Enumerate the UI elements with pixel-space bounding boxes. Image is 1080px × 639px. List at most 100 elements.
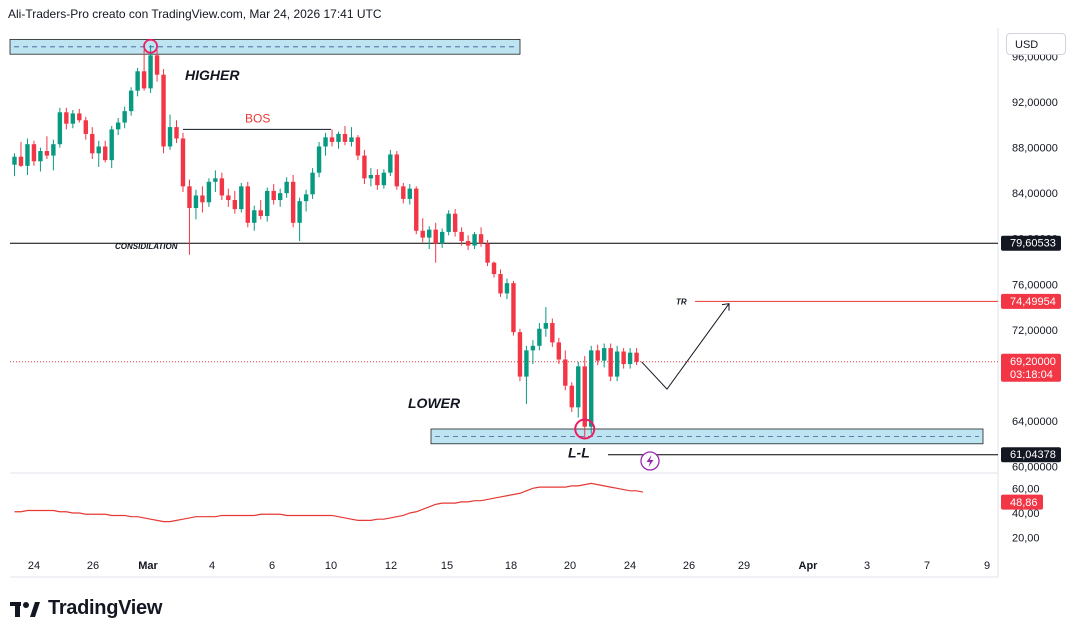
candle-body (517, 332, 523, 377)
projection-arrowhead (721, 303, 730, 311)
candle-body (446, 213, 451, 232)
candle-body (491, 262, 497, 275)
candle-body (213, 178, 218, 182)
candle-body (414, 188, 419, 231)
swing-high-marker (143, 38, 158, 54)
candle-body (537, 328, 542, 346)
candle-body (245, 186, 250, 223)
time-tick-label: Mar (138, 560, 158, 572)
candle-body (342, 133, 348, 142)
time-tick-label: 15 (441, 560, 453, 572)
time-tick-label: 24 (624, 560, 636, 572)
oscillator-line (14, 482, 644, 523)
zone-layer: HIGHER LOWER (9, 38, 984, 445)
candle-body (232, 200, 238, 210)
candle-body (433, 229, 438, 244)
countdown-text: 03:18:04 (1010, 369, 1053, 381)
candle-body (465, 241, 471, 246)
price-tag (1001, 353, 1061, 382)
candle-body (336, 133, 341, 142)
time-tick-label: 3 (864, 560, 870, 572)
price-tick-label: 92,00000 (1012, 97, 1058, 109)
oscillator-value-text: 48,86 (1010, 497, 1038, 509)
price-axis: 96,0000092,0000088,0000084,0000080,00000… (1012, 51, 1058, 473)
price-tick-label: 88,00000 (1012, 143, 1058, 155)
price-tag (1001, 447, 1061, 463)
logo-wordmark: TradingView (48, 597, 163, 619)
candle-body (589, 350, 594, 427)
candle-body (77, 113, 82, 121)
candle-body (83, 120, 88, 134)
candle-body (271, 190, 276, 201)
candle-body (12, 156, 17, 165)
time-tick-label: 26 (683, 560, 695, 572)
currency-button[interactable]: USD (1006, 33, 1066, 55)
time-tick-label: 26 (87, 560, 99, 572)
candle-body (31, 144, 37, 162)
oscillator-tick-label: 40,00 (1012, 508, 1040, 520)
tradingview-logo-icon (10, 601, 40, 617)
candle-body (174, 127, 179, 139)
candle-body (569, 385, 574, 408)
candle-body (96, 146, 101, 154)
time-tick-label: 9 (984, 560, 990, 572)
candle-body (355, 137, 361, 156)
candle-body (614, 351, 620, 377)
lightning-glyph (646, 455, 654, 467)
candle-body (381, 172, 387, 186)
price-tick-label: 64,00000 (1012, 416, 1058, 428)
candle-body (485, 243, 490, 263)
candle-body (375, 174, 380, 186)
candle-body (524, 350, 529, 377)
candle-body (388, 154, 393, 173)
candle-body (258, 210, 263, 216)
candle-body (498, 274, 503, 294)
candle-body (180, 138, 186, 187)
candle-body (219, 178, 225, 196)
candle-body (265, 190, 270, 216)
time-axis: 24 26 Mar 4 6 10 12 15 18 20 24 26 29 Apr 3 7 9 (28, 560, 990, 572)
price-tick-label: 72,00000 (1012, 325, 1058, 337)
candle-body (608, 348, 613, 377)
candle-body (167, 127, 173, 147)
price-tick-label: 60,00000 (1012, 462, 1058, 474)
projection-path (641, 303, 730, 390)
horizontal-line-layer: CONSIDILATION TR L-L (10, 242, 998, 461)
oscillator-value-tag (1001, 494, 1043, 510)
candle-body (103, 146, 108, 161)
lower-low-label: L-L (568, 445, 590, 461)
candle-body (25, 144, 30, 166)
candle-body (427, 229, 432, 238)
candle-body (420, 230, 425, 238)
candle-body (401, 186, 406, 199)
candle-body (504, 283, 510, 294)
time-tick-label: 18 (505, 560, 517, 572)
candle-body (556, 342, 562, 360)
candle-body (349, 137, 354, 142)
price-tick-label: 84,00000 (1012, 188, 1058, 200)
candle-body (459, 231, 464, 242)
candle-body (407, 188, 412, 199)
candle-body (57, 112, 63, 145)
candle-body (472, 234, 477, 246)
time-tick-label: 10 (325, 560, 337, 572)
candle-body (316, 146, 322, 173)
time-tick-label: 7 (924, 560, 930, 572)
candle-body (310, 172, 315, 195)
time-tick-label: 12 (385, 560, 397, 572)
candle-body (530, 345, 536, 351)
candle-body (627, 352, 633, 365)
tradingview-logo: TradingView (10, 597, 162, 620)
price-tag-text: 79,60533 (1010, 238, 1056, 250)
tr-label: TR (676, 297, 687, 306)
zone-label: HIGHER (185, 67, 240, 83)
candle-body (323, 137, 328, 147)
candle-body (44, 151, 50, 156)
price-tag-text: 61,04378 (1010, 449, 1056, 461)
candle-body (148, 55, 153, 89)
candle-body (70, 113, 76, 124)
candle-body (601, 348, 607, 361)
time-tick-label: 20 (564, 560, 576, 572)
